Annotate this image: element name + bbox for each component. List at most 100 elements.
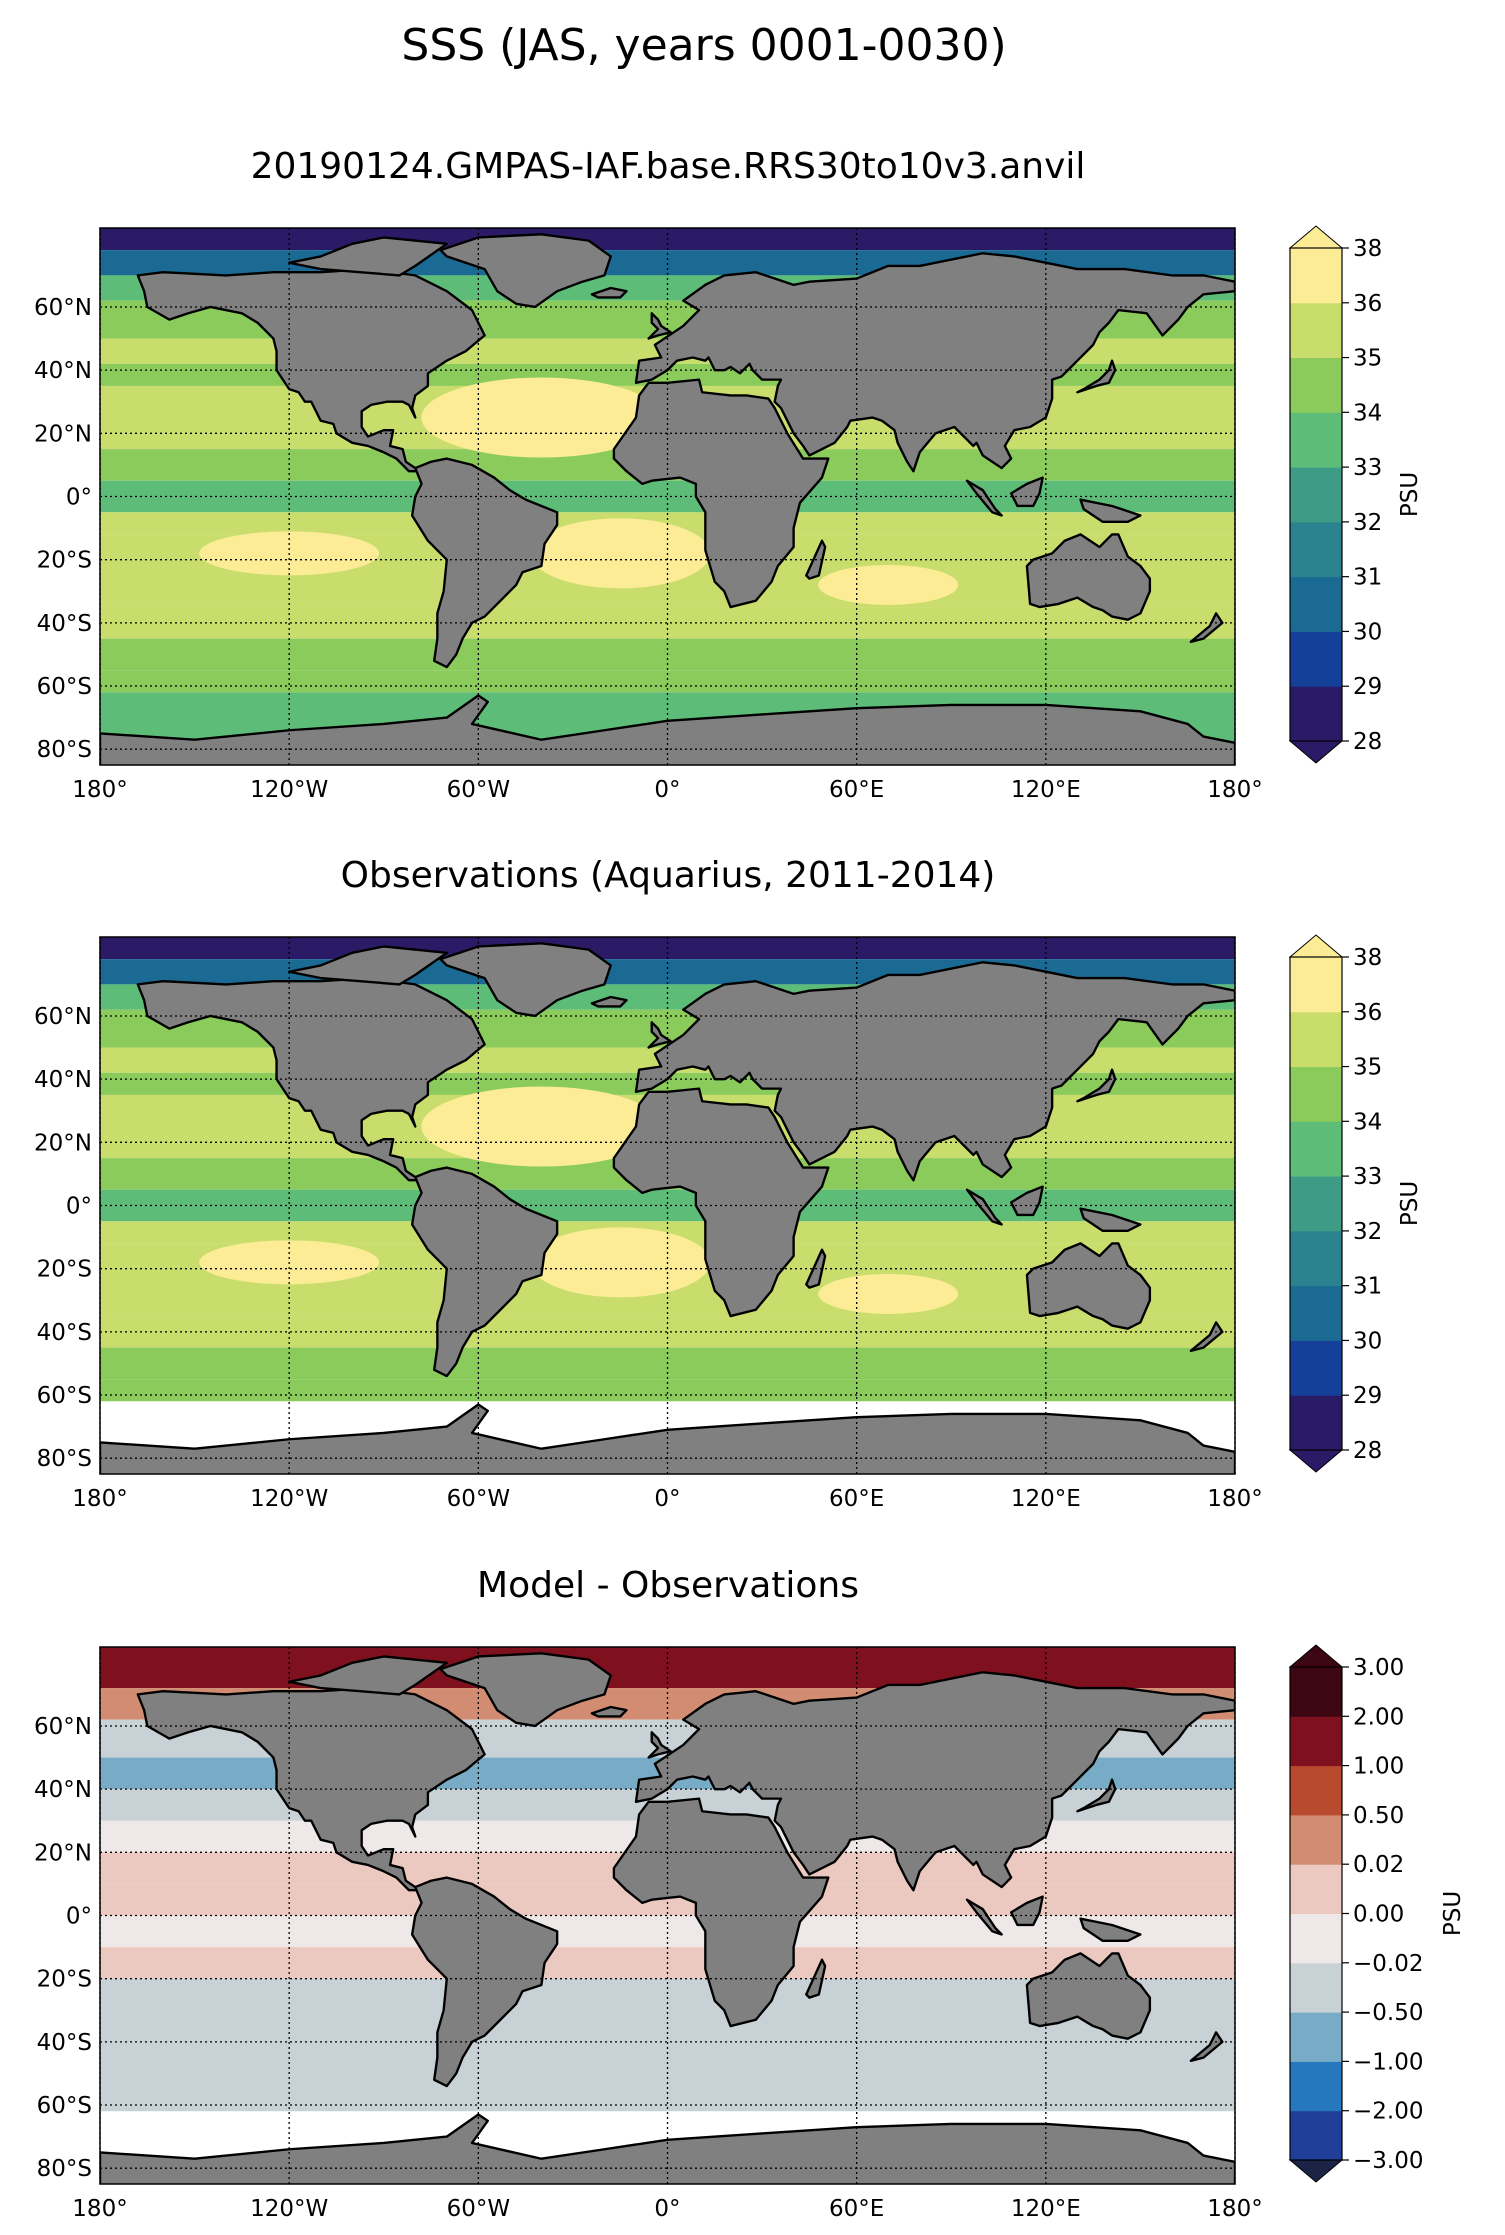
lon-tick-label: 120°E bbox=[1011, 1486, 1081, 1512]
colorbar-under-extension bbox=[1288, 1449, 1344, 1473]
colorbar-over-extension bbox=[1288, 1644, 1344, 1668]
colorbar-tick-label: 38 bbox=[1353, 236, 1382, 262]
colorbar-tick-label: −2.00 bbox=[1353, 2099, 1423, 2125]
lat-tick-label: 40°S bbox=[37, 2030, 92, 2056]
lat-tick-label: 80°S bbox=[37, 1446, 92, 1472]
colorbar-segment bbox=[1290, 2061, 1342, 2112]
lon-tick-label: 180° bbox=[1207, 2196, 1262, 2222]
lat-tick-label: 80°S bbox=[37, 2156, 92, 2182]
map-gridlines bbox=[99, 228, 1236, 765]
panel-title: Model - Observations bbox=[477, 1565, 859, 1606]
colorbar-segment bbox=[1290, 248, 1342, 304]
colorbar-segment bbox=[1290, 957, 1342, 1013]
colorbar-segment bbox=[1290, 2110, 1342, 2161]
panel-title: Observations (Aquarius, 2011-2014) bbox=[341, 855, 996, 896]
lat-tick-label: 40°N bbox=[34, 1777, 92, 1803]
lon-tick-label: 60°W bbox=[447, 777, 511, 803]
colorbar-segment bbox=[1290, 1121, 1342, 1177]
lon-tick-label: 180° bbox=[72, 2196, 127, 2222]
colorbar-segment bbox=[1290, 1765, 1342, 1816]
colorbar-segment bbox=[1290, 1913, 1342, 1964]
colorbar-tick-label: 0.02 bbox=[1353, 1852, 1404, 1878]
lat-tick-label: 0° bbox=[66, 1194, 92, 1220]
lat-tick-label: 60°S bbox=[37, 2093, 92, 2119]
colorbar-tick-label: 31 bbox=[1353, 565, 1382, 591]
colorbar-under-extension bbox=[1288, 740, 1344, 764]
colorbar-tick-label: 29 bbox=[1353, 674, 1382, 700]
colorbar-segment bbox=[1290, 412, 1342, 468]
lon-tick-label: 180° bbox=[1207, 777, 1262, 803]
map-frame bbox=[99, 936, 1236, 1475]
lat-tick-label: 20°S bbox=[37, 1257, 92, 1283]
lon-tick-label: 60°E bbox=[829, 777, 884, 803]
colorbar-segment bbox=[1290, 1340, 1342, 1396]
colorbar-tick-label: −0.50 bbox=[1353, 2000, 1423, 2026]
colorbar-tick-label: 0.00 bbox=[1353, 1902, 1404, 1928]
lon-tick-label: 60°W bbox=[447, 2196, 511, 2222]
panel-model: 20190124.GMPAS-IAF.base.RRS30to10v3.anvi… bbox=[34, 146, 1423, 803]
lat-tick-label: 60°N bbox=[34, 1004, 92, 1030]
lat-tick-label: 0° bbox=[66, 485, 92, 511]
lat-tick-label: 20°N bbox=[34, 1130, 92, 1156]
lat-tick-label: 40°N bbox=[34, 358, 92, 384]
colorbar-tick-label: 32 bbox=[1353, 510, 1382, 536]
lat-tick-label: 60°N bbox=[34, 1714, 92, 1740]
colorbar-tick-label: 3.00 bbox=[1353, 1655, 1404, 1681]
lon-tick-label: 0° bbox=[654, 1486, 680, 1512]
lon-tick-label: 0° bbox=[654, 777, 680, 803]
colorbar-segment bbox=[1290, 1011, 1342, 1068]
lon-tick-label: 120°W bbox=[250, 1486, 328, 1512]
colorbar-tick-label: 0.50 bbox=[1353, 1803, 1404, 1829]
map-frame bbox=[99, 227, 1236, 766]
colorbar-tick-label: 35 bbox=[1353, 346, 1382, 372]
lat-tick-label: 20°N bbox=[34, 421, 92, 447]
colorbar-tick-label: 33 bbox=[1353, 455, 1382, 481]
lat-tick-labels: 60°N 40°N 20°N 0° 20°S 40°S 60°S 80°S bbox=[34, 1714, 92, 2182]
map-gridlines bbox=[99, 937, 1236, 1474]
colorbar-segment bbox=[1290, 302, 1342, 359]
colorbar-label: PSU bbox=[1397, 472, 1423, 517]
colorbar-label: PSU bbox=[1397, 1181, 1423, 1226]
map-gridlines bbox=[99, 1647, 1236, 2184]
lat-tick-labels: 60°N 40°N 20°N 0° 20°S 40°S 60°S 80°S bbox=[34, 295, 92, 763]
colorbar-tick-label: 28 bbox=[1353, 1438, 1382, 1464]
lat-tick-label: 60°N bbox=[34, 295, 92, 321]
colorbar-tick-label: 30 bbox=[1353, 619, 1382, 645]
colorbar-tick-label: −1.00 bbox=[1353, 2049, 1423, 2075]
lat-tick-label: 60°S bbox=[37, 1383, 92, 1409]
panel-title: 20190124.GMPAS-IAF.base.RRS30to10v3.anvi… bbox=[251, 146, 1086, 187]
colorbar-tick-label: 2.00 bbox=[1353, 1704, 1404, 1730]
colorbar-tick-label: 33 bbox=[1353, 1164, 1382, 1190]
colorbar-tick-label: 28 bbox=[1353, 729, 1382, 755]
colorbar-segment bbox=[1290, 521, 1342, 578]
panel-difference: Model - Observations 60°N 40°N 20°N 0° 20°S 4… bbox=[34, 1565, 1466, 2222]
colorbar-tick-label: 1.00 bbox=[1353, 1754, 1404, 1780]
colorbar-tick-label: −0.02 bbox=[1353, 1951, 1423, 1977]
lon-tick-label: 60°E bbox=[829, 1486, 884, 1512]
lon-tick-labels: 180° 120°W 60°W 0° 60°E 120°E 180° bbox=[72, 777, 1262, 803]
lat-tick-label: 0° bbox=[66, 1904, 92, 1930]
lon-tick-label: 0° bbox=[654, 2196, 680, 2222]
colorbar-segment bbox=[1290, 1814, 1342, 1865]
lon-tick-label: 120°E bbox=[1011, 777, 1081, 803]
colorbar-segment bbox=[1290, 1962, 1342, 2013]
colorbar-tick-label: 30 bbox=[1353, 1328, 1382, 1354]
colorbar-tick-label: 34 bbox=[1353, 400, 1382, 426]
colorbar-over-extension bbox=[1288, 934, 1344, 958]
lat-tick-label: 40°S bbox=[37, 611, 92, 637]
colorbar-segment bbox=[1290, 1066, 1342, 1122]
lat-tick-label: 20°S bbox=[37, 1967, 92, 1993]
colorbar-tick-label: 31 bbox=[1353, 1274, 1382, 1300]
lon-tick-labels: 180° 120°W 60°W 0° 60°E 120°E 180° bbox=[72, 1486, 1262, 1512]
lat-tick-label: 20°S bbox=[37, 548, 92, 574]
colorbar-tick-label: 36 bbox=[1353, 1000, 1382, 1026]
lat-tick-label: 20°N bbox=[34, 1840, 92, 1866]
colorbar-under-extension bbox=[1288, 2159, 1344, 2183]
lon-tick-label: 60°W bbox=[447, 1486, 511, 1512]
colorbar-over-extension bbox=[1288, 225, 1344, 249]
lon-tick-label: 120°E bbox=[1011, 2196, 1081, 2222]
panel-observations: Observations (Aquarius, 2011-2014) 60°N 4… bbox=[34, 855, 1423, 1512]
lat-tick-labels: 60°N 40°N 20°N 0° 20°S 40°S 60°S 80°S bbox=[34, 1004, 92, 1472]
lat-tick-label: 40°N bbox=[34, 1067, 92, 1093]
